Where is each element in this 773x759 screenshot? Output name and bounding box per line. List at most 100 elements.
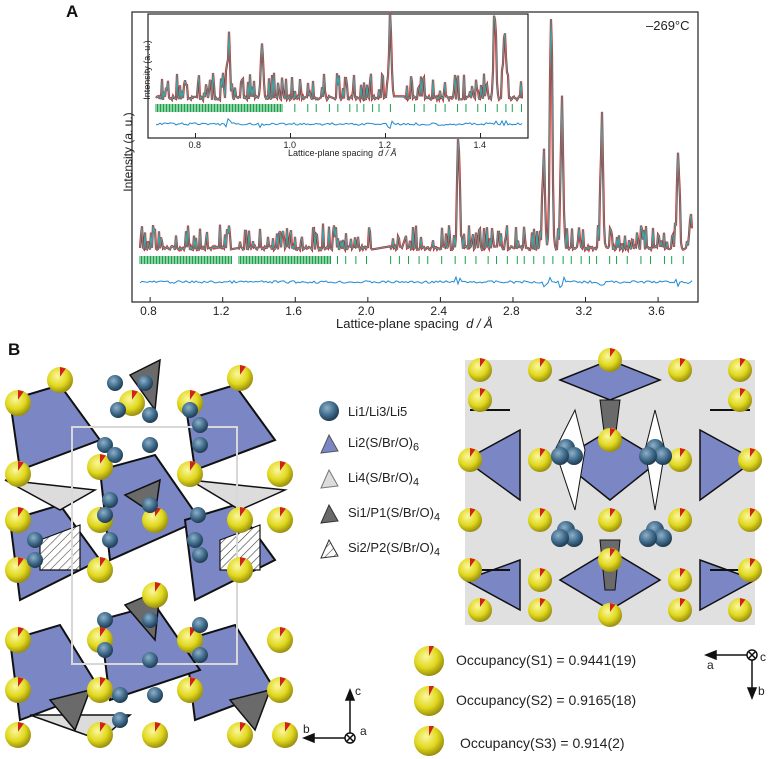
s-atom bbox=[5, 507, 31, 533]
x-tick-label: 1.2 bbox=[212, 304, 230, 318]
li-atom bbox=[97, 437, 113, 453]
li-atom bbox=[142, 407, 158, 423]
li-atom bbox=[112, 712, 128, 728]
li-atom bbox=[551, 529, 569, 547]
li-atom bbox=[110, 402, 126, 418]
x-tick-label: 2.8 bbox=[502, 304, 520, 318]
s-atom bbox=[728, 598, 752, 622]
s-atom bbox=[528, 358, 552, 382]
s-atom bbox=[668, 598, 692, 622]
calculated-trace bbox=[139, 19, 693, 252]
li-atom bbox=[654, 529, 672, 547]
s-atom bbox=[272, 722, 298, 748]
panel-b-label: B bbox=[8, 340, 21, 359]
axes-indicator-left bbox=[301, 687, 356, 744]
x-tick-label: 1.2 bbox=[378, 140, 392, 150]
axis-left-b: b bbox=[303, 722, 310, 736]
legend-item-si1-poly: Si1/P1(S/Br/O)4 bbox=[318, 503, 440, 525]
li-sphere-icon bbox=[319, 401, 339, 421]
li-atom bbox=[187, 532, 203, 548]
main-pattern-traces bbox=[138, 19, 694, 289]
s-atom bbox=[668, 568, 692, 592]
li-atom bbox=[107, 447, 123, 463]
s-atom bbox=[5, 390, 31, 416]
li-atom bbox=[192, 417, 208, 433]
s-atom bbox=[47, 367, 73, 393]
li-atom bbox=[102, 532, 118, 548]
s-atom bbox=[267, 461, 293, 487]
s-atom bbox=[5, 722, 31, 748]
s-atom bbox=[458, 558, 482, 582]
li-atom bbox=[112, 687, 128, 703]
s-atom bbox=[5, 627, 31, 653]
s-atom bbox=[267, 627, 293, 653]
x-tick-label: 1.6 bbox=[285, 304, 302, 318]
s-atom bbox=[598, 428, 622, 452]
structure-view-right bbox=[463, 359, 757, 625]
inset-x-axis-label: Lattice-plane spacing d / Å bbox=[288, 148, 397, 158]
s-atom bbox=[5, 461, 31, 487]
inset-y-axis-label: Intensity (a. u.) bbox=[142, 40, 152, 100]
s-atom bbox=[598, 508, 622, 532]
li-atom bbox=[107, 375, 123, 391]
li-atom bbox=[27, 532, 43, 548]
main-plot-frame bbox=[131, 11, 699, 303]
calculated-trace bbox=[155, 11, 523, 102]
s-atom bbox=[87, 557, 113, 583]
inset-x-ticks bbox=[195, 133, 481, 138]
s-atom bbox=[227, 722, 253, 748]
s-atom bbox=[87, 677, 113, 703]
s-atom bbox=[528, 448, 552, 472]
li-atom bbox=[192, 437, 208, 453]
li-atom bbox=[192, 617, 208, 633]
li-atom bbox=[654, 447, 672, 465]
s-atom bbox=[177, 461, 203, 487]
s-atom bbox=[177, 677, 203, 703]
x-tick-label: 2.0 bbox=[357, 304, 375, 318]
x-tick-label: 1.4 bbox=[473, 140, 487, 150]
axis-left-a: a bbox=[360, 724, 367, 738]
x-tick-label: 0.8 bbox=[188, 140, 202, 150]
li-atom bbox=[97, 612, 113, 628]
li-atom bbox=[137, 375, 153, 391]
s3-atom-icon bbox=[414, 726, 444, 756]
s-atom bbox=[227, 507, 253, 533]
legend-item-li4-poly: Li4(S/Br/O)4 bbox=[318, 468, 419, 490]
s-atom bbox=[728, 388, 752, 412]
difference-trace bbox=[139, 275, 693, 289]
legend-item-li-sphere: Li1/Li3/Li5 bbox=[318, 400, 407, 422]
li-atom bbox=[565, 529, 583, 547]
structure-left-atoms bbox=[5, 365, 298, 748]
s-atom bbox=[5, 557, 31, 583]
li-atom bbox=[97, 642, 113, 658]
x-tick-label: 2.4 bbox=[430, 304, 448, 318]
s1-atom-icon bbox=[414, 646, 444, 676]
li-atom bbox=[182, 402, 198, 418]
li-atom bbox=[142, 437, 158, 453]
li-atom bbox=[639, 529, 657, 547]
legend-item-si2-poly: Si2/P2(S/Br/O)4 bbox=[318, 538, 440, 560]
s-atom bbox=[458, 508, 482, 532]
si1-tetrahedron-icon bbox=[320, 503, 339, 524]
structure-right-atoms bbox=[458, 348, 762, 627]
li-atom bbox=[102, 492, 118, 508]
occupancy-s2: Occupancy(S2) = 0.9165(18) bbox=[456, 692, 637, 708]
li2-polyhedron-icon bbox=[320, 433, 339, 454]
s-atom bbox=[142, 582, 168, 608]
main-y-axis-label: Intensity (a. u.) bbox=[121, 112, 135, 192]
axes-indicator-right bbox=[703, 649, 758, 701]
x-tick-label: 3.2 bbox=[575, 304, 593, 318]
axis-right-c: c bbox=[760, 650, 766, 664]
s-atom bbox=[598, 548, 622, 572]
x-tick-label: 3.6 bbox=[648, 304, 665, 318]
s-atom bbox=[468, 598, 492, 622]
s2-atom-icon bbox=[414, 686, 444, 716]
li-atom bbox=[190, 507, 206, 523]
s-atom bbox=[468, 388, 492, 412]
li-atom bbox=[565, 447, 583, 465]
panel-a-label: A bbox=[66, 2, 79, 21]
legend-item-li2-poly: Li2(S/Br/O)6 bbox=[318, 433, 419, 455]
s-atom bbox=[738, 448, 762, 472]
s-atom bbox=[87, 454, 113, 480]
